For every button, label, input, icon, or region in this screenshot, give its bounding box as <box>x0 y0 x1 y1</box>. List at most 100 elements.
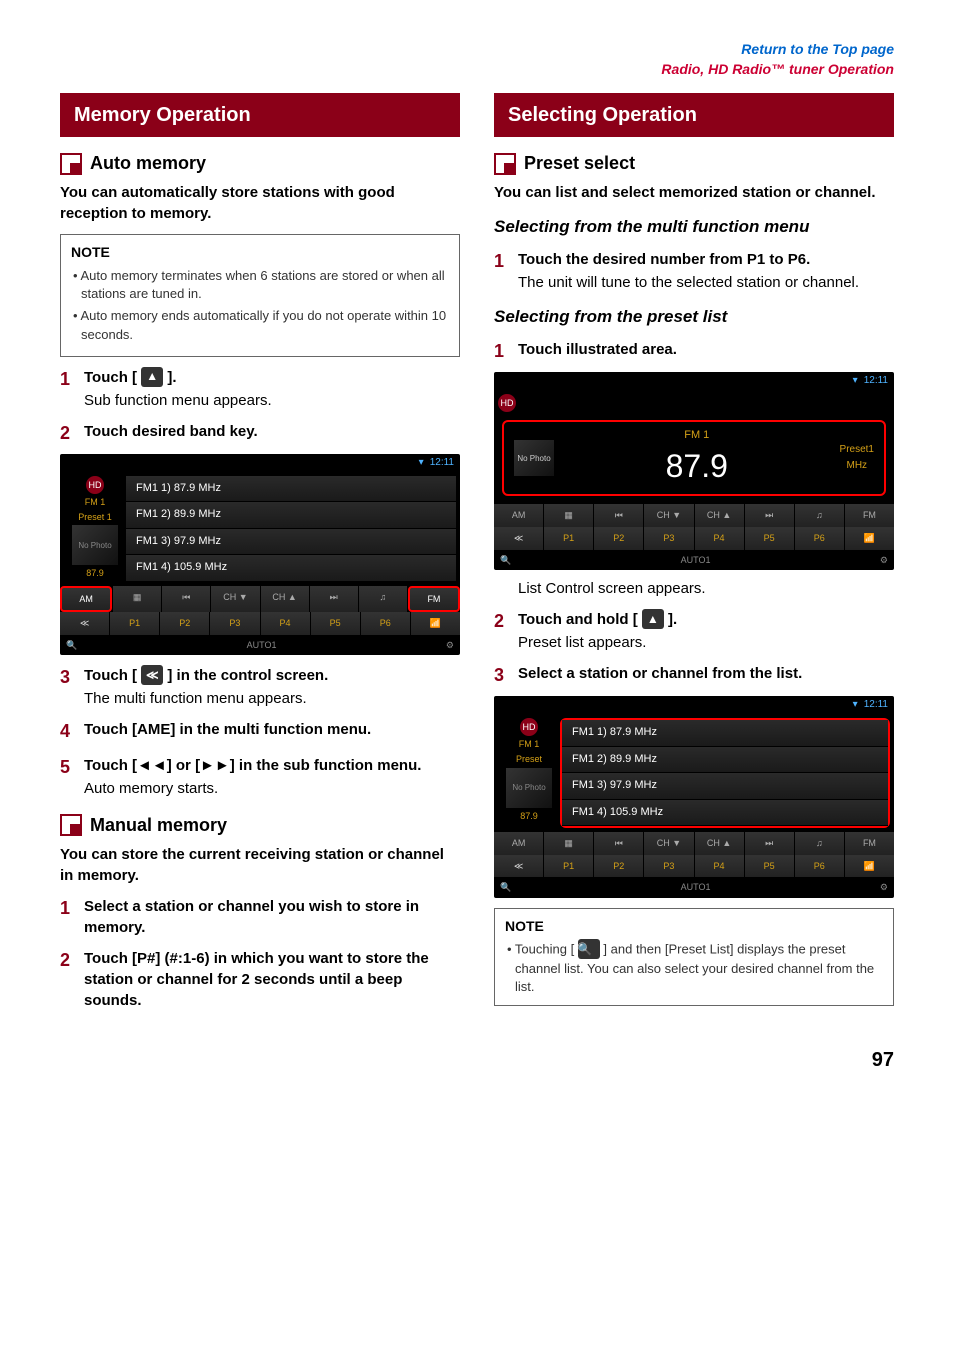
music-button[interactable]: ♫ <box>795 504 844 527</box>
am-button[interactable]: AM <box>494 832 543 855</box>
no-photo-box: No Photo <box>506 768 552 808</box>
ch-up-button[interactable]: CH ▲ <box>695 504 744 527</box>
fm-button[interactable]: FM <box>408 586 460 613</box>
collapse-button[interactable]: ≪ <box>494 527 543 550</box>
statusbar: ▾ 12:11 <box>494 372 894 390</box>
preset-list: FM1 1) 87.9 MHz FM1 2) 89.9 MHz FM1 3) 9… <box>126 476 456 582</box>
p6-button[interactable]: P6 <box>361 612 410 635</box>
signal-button[interactable]: 📶 <box>845 855 894 878</box>
p3-button[interactable]: P3 <box>210 612 259 635</box>
album-art-area: HD FM 1 Preset No Photo 87.9 <box>498 718 560 828</box>
step-desc: The multi function menu appears. <box>84 688 460 709</box>
next-button[interactable]: ⏭ <box>310 586 358 613</box>
signal-button[interactable]: 📶 <box>845 527 894 550</box>
subheading-bullet-icon <box>60 814 82 836</box>
ch-down-button[interactable]: CH ▼ <box>644 504 693 527</box>
music-button[interactable]: ♫ <box>795 832 844 855</box>
memory-operation-header: Memory Operation <box>60 93 460 137</box>
gear-icon[interactable]: ⚙ <box>446 639 454 652</box>
fm-indicator: FM 1 <box>519 738 540 751</box>
fm-button[interactable]: FM <box>845 832 894 855</box>
gear-icon[interactable]: ⚙ <box>880 554 888 567</box>
after-screenshot-text: List Control screen appears. <box>518 578 894 599</box>
prev-button[interactable]: ⏮ <box>594 504 643 527</box>
control-row-1: AM ▦ ⏮ CH ▼ CH ▲ ⏭ ♫ FM <box>494 504 894 527</box>
step-body: Touch and hold [ ▲ ]. Preset list appear… <box>518 609 894 653</box>
manual-memory-intro: You can store the current receiving stat… <box>60 844 460 886</box>
ch-up-button[interactable]: CH ▲ <box>261 586 309 613</box>
frequency-display-area[interactable]: No Photo FM 1 87.9 Preset1 MHz <box>494 412 894 504</box>
p5-button[interactable]: P5 <box>745 855 794 878</box>
preset-row[interactable]: FM1 2) 89.9 MHz <box>126 502 456 528</box>
collapse-icon: ≪ <box>141 665 163 685</box>
step: 1 Select a station or channel you wish t… <box>60 896 460 938</box>
note-box-2: NOTE • Touching [ 🔍 ] and then [Preset L… <box>494 908 894 1006</box>
ch-down-button[interactable]: CH ▼ <box>644 832 693 855</box>
p6-button[interactable]: P6 <box>795 855 844 878</box>
preset-row[interactable]: FM1 1) 87.9 MHz <box>562 720 888 746</box>
p2-button[interactable]: P2 <box>594 527 643 550</box>
section-link[interactable]: Radio, HD Radio™ tuner Operation <box>60 60 894 80</box>
search-icon[interactable]: 🔍 <box>500 881 511 894</box>
search-icon[interactable]: 🔍 <box>500 554 511 567</box>
fm-button[interactable]: FM <box>845 504 894 527</box>
p4-button[interactable]: P4 <box>261 612 310 635</box>
radio-screenshot-1: ▾ 12:11 HD FM 1 Preset 1 No Photo 87.9 F… <box>60 454 460 655</box>
music-button[interactable]: ♫ <box>359 586 407 613</box>
auto-memory-subheading: Auto memory <box>60 151 460 176</box>
grid-button[interactable]: ▦ <box>113 586 161 613</box>
p6-button[interactable]: P6 <box>795 527 844 550</box>
p1-button[interactable]: P1 <box>544 527 593 550</box>
next-button[interactable]: ⏭ <box>745 832 794 855</box>
ch-up-button[interactable]: CH ▲ <box>695 832 744 855</box>
step-desc: Auto memory starts. <box>84 778 460 799</box>
step-body: Touch [ ≪ ] in the control screen. The m… <box>84 665 460 709</box>
preset-row[interactable]: FM1 4) 105.9 MHz <box>126 555 456 581</box>
next-button[interactable]: ⏭ <box>745 504 794 527</box>
p4-button[interactable]: P4 <box>695 855 744 878</box>
control-row-2: ≪ P1 P2 P3 P4 P5 P6 📶 <box>60 612 460 635</box>
p4-button[interactable]: P4 <box>695 527 744 550</box>
wifi-icon: ▾ <box>853 374 858 388</box>
step-title: Touch [P#] (#:1-6) in which you want to … <box>84 950 429 1009</box>
collapse-button[interactable]: ≪ <box>60 612 109 635</box>
am-button[interactable]: AM <box>494 504 543 527</box>
signal-button[interactable]: 📶 <box>411 612 460 635</box>
step-body: Touch [AME] in the multi function menu. <box>84 719 460 744</box>
step-title: Touch desired band key. <box>84 423 258 440</box>
preset-row[interactable]: FM1 3) 97.9 MHz <box>562 773 888 799</box>
step-text: ]. <box>163 369 176 386</box>
grid-button[interactable]: ▦ <box>544 504 593 527</box>
prev-button[interactable]: ⏮ <box>162 586 210 613</box>
step: 2 Touch [P#] (#:1-6) in which you want t… <box>60 948 460 1011</box>
collapse-button[interactable]: ≪ <box>494 855 543 878</box>
p1-button[interactable]: P1 <box>110 612 159 635</box>
p5-button[interactable]: P5 <box>311 612 360 635</box>
preset-row[interactable]: FM1 2) 89.9 MHz <box>562 747 888 773</box>
note-item: • Touching [ 🔍 ] and then [Preset List] … <box>505 940 883 996</box>
am-button[interactable]: AM <box>60 586 112 613</box>
p1-button[interactable]: P1 <box>544 855 593 878</box>
preset-row[interactable]: FM1 4) 105.9 MHz <box>562 800 888 826</box>
step-body: Touch desired band key. <box>84 421 460 446</box>
clock: 12:11 <box>864 374 888 388</box>
step: 1 Touch illustrated area. <box>494 339 894 364</box>
p3-button[interactable]: P3 <box>644 855 693 878</box>
radio-screenshot-3: ▾ 12:11 HD FM 1 Preset No Photo 87.9 FM1… <box>494 696 894 897</box>
prev-button[interactable]: ⏮ <box>594 832 643 855</box>
p2-button[interactable]: P2 <box>594 855 643 878</box>
return-top-link[interactable]: Return to the Top page <box>60 40 894 60</box>
p2-button[interactable]: P2 <box>160 612 209 635</box>
preset-list-highlighted[interactable]: FM1 1) 87.9 MHz FM1 2) 89.9 MHz FM1 3) 9… <box>560 718 890 828</box>
grid-button[interactable]: ▦ <box>544 832 593 855</box>
right-labels: Preset1 MHz <box>840 443 874 473</box>
ch-down-button[interactable]: CH ▼ <box>211 586 259 613</box>
p5-button[interactable]: P5 <box>745 527 794 550</box>
search-icon[interactable]: 🔍 <box>66 639 77 652</box>
preset-row[interactable]: FM1 1) 87.9 MHz <box>126 476 456 502</box>
p3-button[interactable]: P3 <box>644 527 693 550</box>
preset-row[interactable]: FM1 3) 97.9 MHz <box>126 529 456 555</box>
gear-icon[interactable]: ⚙ <box>880 881 888 894</box>
step-number: 2 <box>494 609 510 653</box>
step-body: Touch [◄◄] or [►►] in the sub function m… <box>84 755 460 799</box>
